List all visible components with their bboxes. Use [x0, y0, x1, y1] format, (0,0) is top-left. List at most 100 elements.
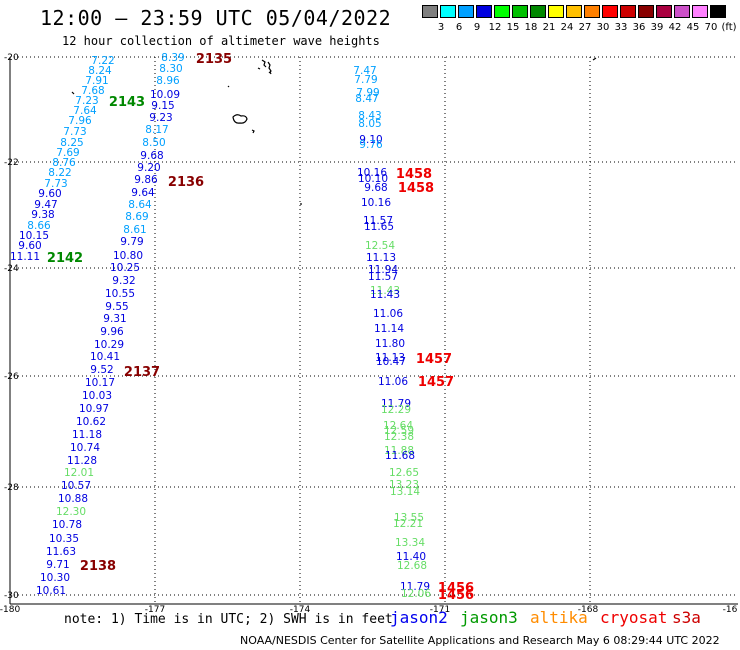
wave-height-value: 8.25 — [60, 137, 83, 149]
map-frame — [9, 57, 738, 605]
legend-jason3: jason3 — [460, 608, 518, 627]
wave-height-value: 10.57 — [61, 480, 91, 492]
orbit-number-label: 2136 — [168, 175, 204, 190]
scale-swatch — [674, 5, 690, 18]
y-axis-label: -20 — [4, 53, 19, 63]
wave-height-value: 12.30 — [56, 506, 86, 518]
wave-height-value: 11.65 — [364, 221, 394, 233]
wave-height-value: 9.31 — [103, 313, 126, 325]
wave-height-value: 9.64 — [131, 187, 155, 199]
scale-label: 6 — [455, 22, 463, 33]
y-axis-label: -28 — [4, 483, 19, 493]
wave-height-value: 7.73 — [63, 126, 86, 138]
wave-height-value: 11.63 — [46, 546, 76, 558]
wave-height-value: 11.14 — [374, 323, 404, 335]
wave-height-value: 9.60 — [18, 240, 41, 252]
scale-swatch — [638, 5, 654, 18]
credits: NOAA/NESDIS Center for Satellite Applica… — [240, 634, 720, 647]
wave-height-value: 8.22 — [48, 167, 71, 179]
x-axis-label: -168 — [578, 605, 599, 615]
scale-swatch — [530, 5, 546, 18]
graticule — [10, 56, 735, 604]
wave-height-value: 7.68 — [81, 85, 104, 97]
scale-swatch — [476, 5, 492, 18]
wave-height-value: 7.23 — [75, 95, 98, 107]
scale-label: 45 — [686, 22, 700, 33]
scale-label: 39 — [650, 22, 664, 33]
scale-swatch — [656, 5, 672, 18]
wave-height-value: 8.96 — [156, 75, 180, 87]
wave-height-value: 8.61 — [123, 224, 146, 236]
wave-height-value: 12.01 — [64, 467, 94, 479]
wave-height-value: 9.96 — [100, 326, 124, 338]
wave-height-value: 8.05 — [358, 118, 381, 130]
y-axis-label: -30 — [4, 591, 19, 601]
scale-swatch — [566, 5, 582, 18]
wave-height-value: 11.79 — [400, 581, 430, 593]
wave-height-value: 9.32 — [112, 275, 135, 287]
wave-height-value: 9.15 — [151, 100, 174, 112]
wave-height-value: 11.43 — [370, 285, 400, 297]
wave-height-value: 11.57 — [368, 271, 398, 283]
wave-height-value: 9.23 — [149, 112, 172, 124]
scale-label: 33 — [614, 22, 628, 33]
wave-height-value: 12.54 — [365, 240, 395, 252]
wave-height-value: 9.71 — [46, 559, 69, 571]
track-2135-2138-values: 8.398.308.96 10.099.159.238.178.509.689.2… — [36, 52, 185, 597]
scale-label: 30 — [596, 22, 610, 33]
orbit-number-label: 1456 — [438, 588, 474, 603]
orbit-number-label: 1457 — [416, 352, 452, 367]
orbit-number-label: 2143 — [109, 95, 145, 110]
wave-height-value: 9.52 — [90, 364, 113, 376]
orbit-number-label: 2138 — [80, 559, 116, 574]
scale-label: 27 — [578, 22, 592, 33]
wave-height-value: 8.43 — [358, 110, 381, 122]
scale-label: 70 — [704, 22, 718, 33]
wave-height-value: 10.55 — [105, 288, 135, 300]
wave-height-value: 11.43 — [370, 289, 400, 301]
wave-height-value: 11.11 — [10, 251, 40, 263]
orbit-number-label: 1458 — [398, 181, 434, 196]
wave-height-value: 8.69 — [125, 211, 148, 223]
scale-label: 42 — [668, 22, 682, 33]
wave-height-value: 11.18 — [72, 429, 102, 441]
orbit-number-label: 2135 — [196, 52, 232, 67]
wave-height-value: 10.16 — [361, 197, 391, 209]
wave-height-value: 8.47 — [355, 93, 378, 105]
page-subtitle: 12 hour collection of altimeter wave hei… — [62, 34, 380, 48]
wave-height-value: 10.97 — [79, 403, 109, 415]
wave-height-value: 10.62 — [76, 416, 106, 428]
wave-height-value: 10.15 — [19, 230, 49, 242]
wave-height-value: 8.39 — [161, 52, 184, 64]
wave-height-value: 12.21 — [393, 518, 423, 530]
scale-swatch — [710, 5, 726, 18]
scale-swatch — [512, 5, 528, 18]
scale-label: 18 — [524, 22, 538, 33]
scale-label: 36 — [632, 22, 646, 33]
wave-height-value: 10.35 — [49, 533, 79, 545]
wave-height-value: 8.66 — [27, 220, 51, 232]
wave-height-value: 10.10 — [358, 173, 388, 185]
footnote: note: 1) Time is in UTC; 2) SWH is in fe… — [64, 612, 393, 627]
orbit-number-label: 2137 — [124, 365, 160, 380]
y-axis-label: -22 — [4, 158, 19, 168]
wave-height-value: 10.61 — [36, 585, 66, 597]
wave-height-value: 7.64 — [73, 105, 97, 117]
page-title: 12:00 — 23:59 UTC 05/04/2022 — [40, 6, 392, 30]
wave-height-value: 8.50 — [142, 137, 165, 149]
orbit-number-label: 1457 — [418, 375, 454, 390]
legend-s3a: s3a — [672, 608, 701, 627]
legend-jason2: jason2 — [390, 608, 448, 627]
wave-height-value: 11.06 — [373, 308, 403, 320]
scale-swatch — [602, 5, 618, 18]
scale-label: 9 — [473, 22, 481, 33]
wave-height-value: 10.74 — [70, 442, 100, 454]
scale-swatch — [620, 5, 636, 18]
wave-height-value: 7.69 — [56, 147, 79, 159]
wave-height-value: 8.17 — [145, 124, 168, 136]
wave-height-value: 12.68 — [397, 560, 427, 572]
wave-height-value: 11.13 — [375, 352, 405, 364]
wave-height-value: 9.20 — [137, 162, 160, 174]
wave-height-value: 9.68 — [364, 182, 387, 194]
